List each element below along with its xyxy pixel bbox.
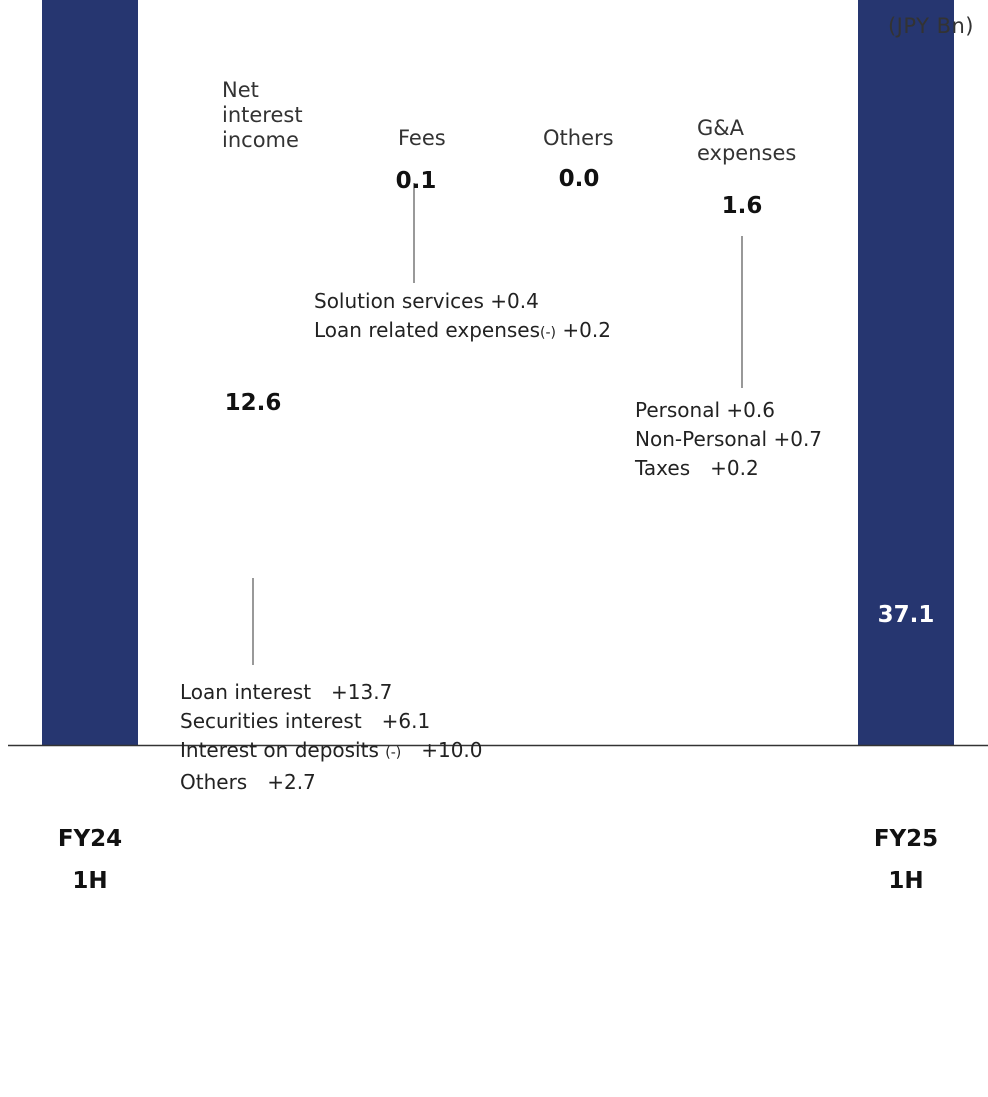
annotation-text: Interest on deposits bbox=[180, 738, 386, 762]
category-label-line: expenses bbox=[697, 141, 797, 165]
x-axis-label-line: FY24 bbox=[57, 826, 123, 852]
annotation-nii: Loan interest +13.7 Securities interest … bbox=[180, 678, 483, 797]
category-label-nii: Net interest income bbox=[222, 78, 303, 153]
x-axis-label-fy25: FY25 1H bbox=[856, 818, 956, 902]
unit-label: (JPY Bn) bbox=[887, 14, 974, 38]
annotation-line: Loan related expenses(-) +0.2 bbox=[314, 316, 611, 348]
x-axis-label-fy24: FY24 1H bbox=[40, 818, 140, 902]
bar-value-ga: 1.6 bbox=[721, 193, 763, 219]
bar-value-others: 0.0 bbox=[558, 166, 600, 192]
annotation-line: Non-Personal +0.7 bbox=[635, 427, 823, 451]
bar-value-fy25: 37.1 bbox=[877, 602, 935, 628]
annotation-small: (-) bbox=[540, 325, 557, 341]
annotation-ga: Personal +0.6 Non-Personal +0.7 Taxes +0… bbox=[635, 396, 822, 483]
category-label-line: income bbox=[222, 128, 299, 152]
annotation-line: Personal +0.6 bbox=[635, 398, 775, 422]
annotation-text: Loan related expenses bbox=[314, 318, 541, 342]
bar-value-fy24: 25.9 bbox=[61, 794, 119, 820]
x-axis-label-line: 1H bbox=[72, 868, 108, 894]
bar-value-nii: 12.6 bbox=[224, 390, 282, 416]
category-label-line: Net bbox=[222, 78, 259, 102]
annotation-fees: Solution services +0.4 Loan related expe… bbox=[314, 287, 611, 348]
category-label-line: Others bbox=[543, 126, 614, 150]
annotation-line: Others +2.7 bbox=[180, 770, 316, 794]
category-label-line: interest bbox=[222, 103, 303, 127]
category-label-ga: G&A expenses bbox=[697, 116, 796, 166]
annotation-line: Solution services +0.4 bbox=[314, 289, 539, 313]
bar-value-fees: 0.1 bbox=[395, 168, 437, 194]
annotation-small: (-) bbox=[385, 745, 402, 761]
annotation-line: Interest on deposits (-) +10.0 bbox=[180, 736, 483, 768]
annotation-line: Taxes +0.2 bbox=[635, 456, 759, 480]
bar-fy24-1h bbox=[42, 0, 138, 746]
annotation-text: +10.0 bbox=[401, 738, 483, 762]
category-label-fees: Fees bbox=[398, 126, 446, 151]
category-label-line: Fees bbox=[398, 126, 446, 150]
annotation-line: Loan interest +13.7 bbox=[180, 680, 393, 704]
bar-fy25-1h bbox=[858, 0, 954, 745]
x-axis-label-line: FY25 bbox=[873, 826, 939, 852]
annotation-line: Securities interest +6.1 bbox=[180, 709, 431, 733]
category-label-line: G&A bbox=[697, 116, 745, 140]
x-axis-label-line: 1H bbox=[888, 868, 924, 894]
category-label-others: Others bbox=[543, 126, 614, 151]
annotation-text: +0.2 bbox=[556, 318, 611, 342]
